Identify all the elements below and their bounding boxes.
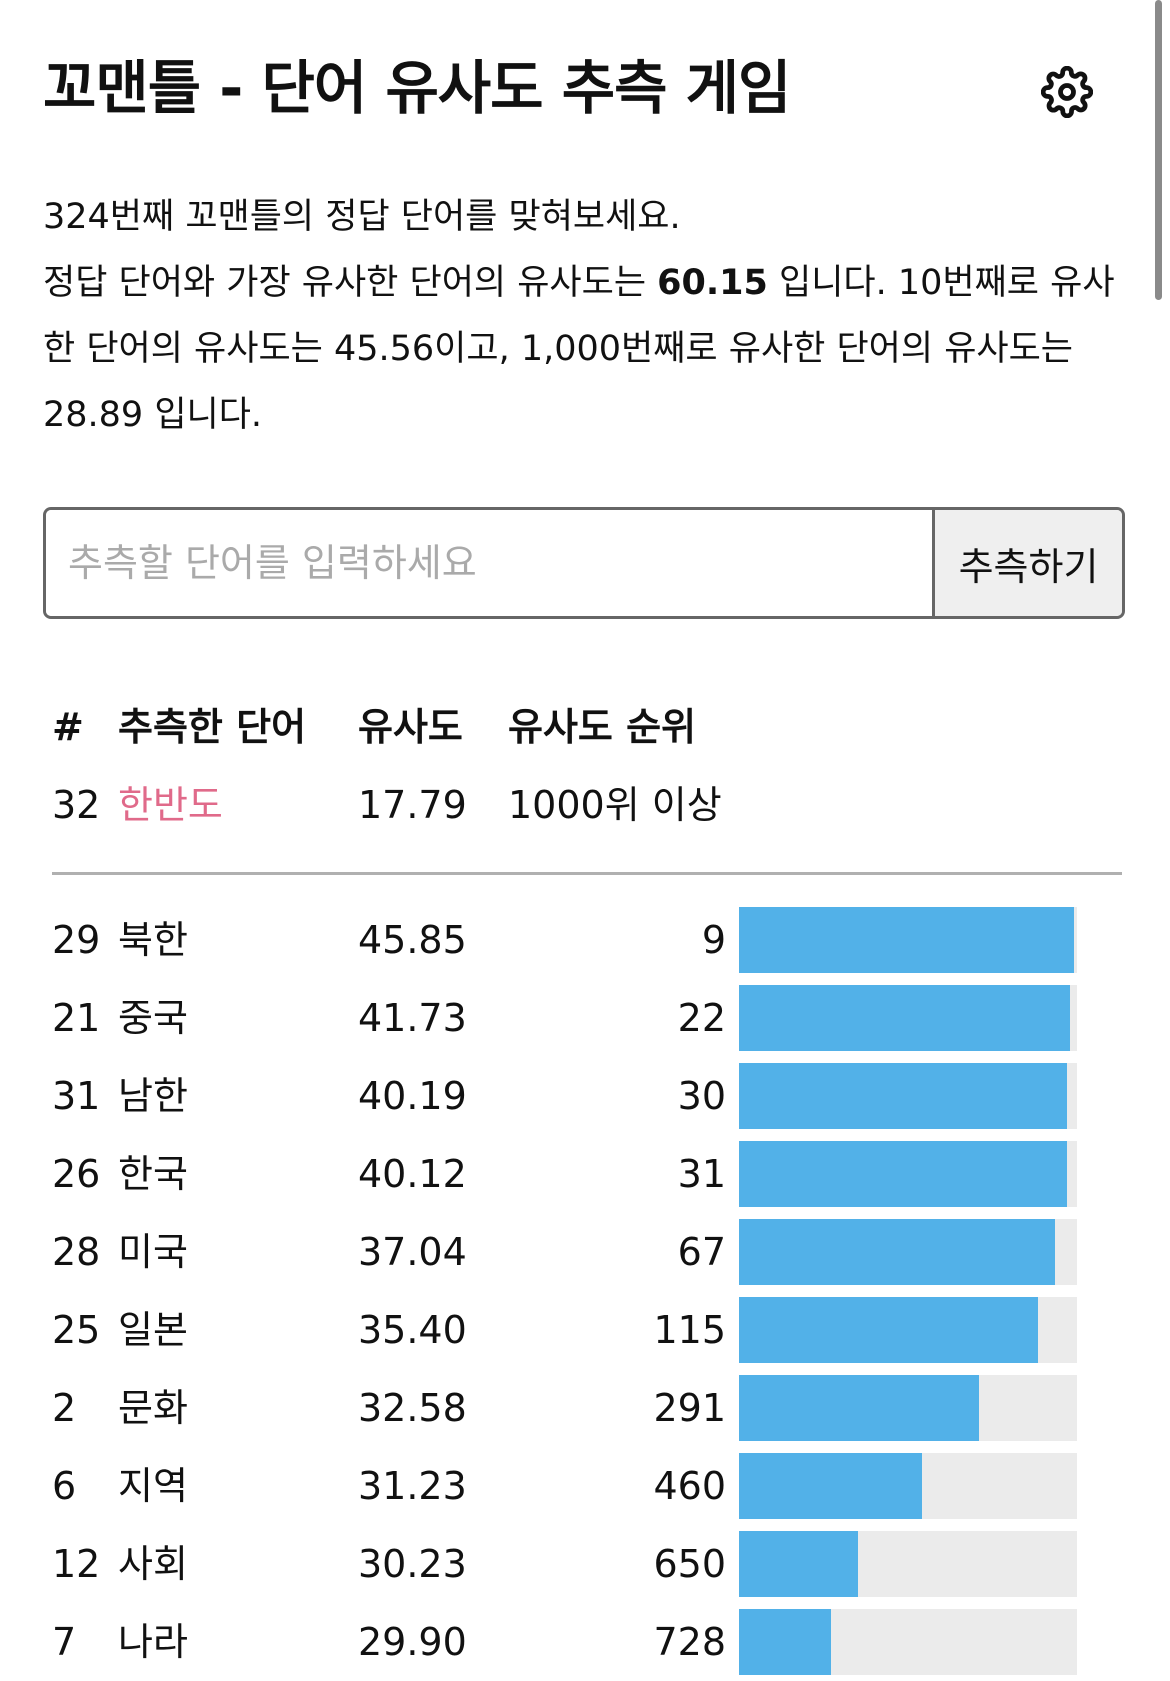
row-similarity: 40.19 bbox=[358, 1074, 467, 1118]
gear-icon[interactable] bbox=[1041, 66, 1093, 118]
rank-progress-fill bbox=[739, 1219, 1055, 1285]
row-similarity: 41.73 bbox=[358, 996, 467, 1040]
scrollbar[interactable] bbox=[1155, 0, 1162, 300]
rank-progress-fill bbox=[739, 985, 1070, 1051]
rank-progress-fill bbox=[739, 1531, 858, 1597]
row-num: 26 bbox=[52, 1152, 101, 1196]
description-line-2: 정답 단어와 가장 유사한 단어의 유사도는 60.15 입니다. 10번째로 … bbox=[43, 250, 1133, 448]
row-num: 28 bbox=[52, 1230, 101, 1274]
row-word: 지역 bbox=[118, 1464, 188, 1508]
header-rank: 유사도 순위 bbox=[508, 705, 697, 749]
header: 꼬맨틀 - 단어 유사도 추측 게임 bbox=[43, 48, 1103, 128]
table-row: 26 한국 40.12 31 bbox=[52, 1135, 1122, 1213]
row-rank: 67 bbox=[677, 1230, 726, 1274]
rank-progress-bar bbox=[739, 1141, 1077, 1207]
latest-similarity: 17.79 bbox=[358, 783, 467, 827]
divider bbox=[52, 872, 1122, 875]
row-num: 6 bbox=[52, 1464, 77, 1508]
guess-submit-button[interactable]: 추측하기 bbox=[932, 510, 1122, 616]
row-num: 12 bbox=[52, 1542, 101, 1586]
rank-progress-fill bbox=[739, 1297, 1039, 1363]
description-suffix: 입니다. 10번째로 유사한 단어의 유사도는 45.56이고, 1,000번째… bbox=[43, 263, 1115, 435]
row-similarity: 40.12 bbox=[358, 1152, 467, 1196]
rank-progress-fill bbox=[739, 907, 1075, 973]
rank-progress-bar bbox=[739, 1609, 1077, 1675]
row-num: 2 bbox=[52, 1386, 77, 1430]
row-num: 21 bbox=[52, 996, 101, 1040]
guess-table: # 추측한 단어 유사도 유사도 순위 32 한반도 17.79 1000위 이… bbox=[52, 688, 1122, 1681]
row-word: 문화 bbox=[118, 1386, 188, 1430]
row-rank: 291 bbox=[653, 1386, 726, 1430]
table-row: 25 일본 35.40 115 bbox=[52, 1291, 1122, 1369]
row-similarity: 35.40 bbox=[358, 1308, 467, 1352]
row-word: 나라 bbox=[118, 1620, 188, 1664]
guess-form: 추측하기 bbox=[43, 507, 1125, 619]
rank-progress-fill bbox=[739, 1141, 1067, 1207]
row-similarity: 29.90 bbox=[358, 1620, 467, 1664]
row-num: 25 bbox=[52, 1308, 101, 1352]
rank-progress-bar bbox=[739, 1531, 1077, 1597]
row-rank: 728 bbox=[653, 1620, 726, 1664]
rank-progress-bar bbox=[739, 1375, 1077, 1441]
row-rank: 31 bbox=[677, 1152, 726, 1196]
row-num: 29 bbox=[52, 918, 101, 962]
description-line-1: 324번째 꼬맨틀의 정답 단어를 맞혀보세요. bbox=[43, 197, 681, 237]
row-rank: 460 bbox=[653, 1464, 726, 1508]
latest-word: 한반도 bbox=[118, 783, 223, 827]
table-row: 29 북한 45.85 9 bbox=[52, 901, 1122, 979]
table-row: 6 지역 31.23 460 bbox=[52, 1447, 1122, 1525]
row-word: 미국 bbox=[118, 1230, 188, 1274]
row-word: 사회 bbox=[118, 1542, 188, 1586]
table-row: 7 나라 29.90 728 bbox=[52, 1603, 1122, 1681]
rank-progress-bar bbox=[739, 1297, 1077, 1363]
row-similarity: 32.58 bbox=[358, 1386, 467, 1430]
top-similarity-value: 60.15 bbox=[657, 263, 768, 303]
rank-progress-fill bbox=[739, 1063, 1068, 1129]
table-row: 28 미국 37.04 67 bbox=[52, 1213, 1122, 1291]
table-row: 31 남한 40.19 30 bbox=[52, 1057, 1122, 1135]
row-rank: 22 bbox=[677, 996, 726, 1040]
description-prefix: 정답 단어와 가장 유사한 단어의 유사도는 bbox=[43, 263, 658, 303]
latest-guess-row: 32 한반도 17.79 1000위 이상 bbox=[52, 766, 1122, 844]
row-num: 7 bbox=[52, 1620, 77, 1664]
row-similarity: 31.23 bbox=[358, 1464, 467, 1508]
row-word: 일본 bbox=[118, 1308, 188, 1352]
description: 324번째 꼬맨틀의 정답 단어를 맞혀보세요. 정답 단어와 가장 유사한 단… bbox=[43, 184, 1133, 448]
row-rank: 9 bbox=[701, 918, 726, 962]
page-title: 꼬맨틀 - 단어 유사도 추측 게임 bbox=[43, 54, 791, 122]
table-row: 21 중국 41.73 22 bbox=[52, 979, 1122, 1057]
rank-progress-bar bbox=[739, 1453, 1077, 1519]
latest-num: 32 bbox=[52, 783, 101, 827]
row-word: 한국 bbox=[118, 1152, 188, 1196]
row-rank: 115 bbox=[653, 1308, 726, 1352]
row-similarity: 37.04 bbox=[358, 1230, 467, 1274]
row-word: 북한 bbox=[118, 918, 188, 962]
rank-progress-fill bbox=[739, 1375, 979, 1441]
guess-list: 29 북한 45.85 9 21 중국 41.73 22 31 남한 40.19 30 26 한국 40.1… bbox=[52, 901, 1122, 1681]
row-similarity: 45.85 bbox=[358, 918, 467, 962]
row-similarity: 30.23 bbox=[358, 1542, 467, 1586]
rank-progress-fill bbox=[739, 1453, 922, 1519]
table-row: 12 사회 30.23 650 bbox=[52, 1525, 1122, 1603]
rank-progress-bar bbox=[739, 1063, 1077, 1129]
row-rank: 30 bbox=[677, 1074, 726, 1118]
rank-progress-bar bbox=[739, 907, 1077, 973]
latest-rank: 1000위 이상 bbox=[508, 783, 722, 827]
row-word: 남한 bbox=[118, 1074, 188, 1118]
header-similarity: 유사도 bbox=[358, 705, 463, 749]
rank-progress-bar bbox=[739, 985, 1077, 1051]
table-row: 2 문화 32.58 291 bbox=[52, 1369, 1122, 1447]
table-header: # 추측한 단어 유사도 유사도 순위 bbox=[52, 688, 1122, 766]
row-rank: 650 bbox=[653, 1542, 726, 1586]
rank-progress-fill bbox=[739, 1609, 832, 1675]
guess-input[interactable] bbox=[46, 510, 932, 616]
header-num: # bbox=[52, 705, 84, 749]
rank-progress-bar bbox=[739, 1219, 1077, 1285]
row-word: 중국 bbox=[118, 996, 188, 1040]
row-num: 31 bbox=[52, 1074, 101, 1118]
header-word: 추측한 단어 bbox=[118, 705, 307, 749]
